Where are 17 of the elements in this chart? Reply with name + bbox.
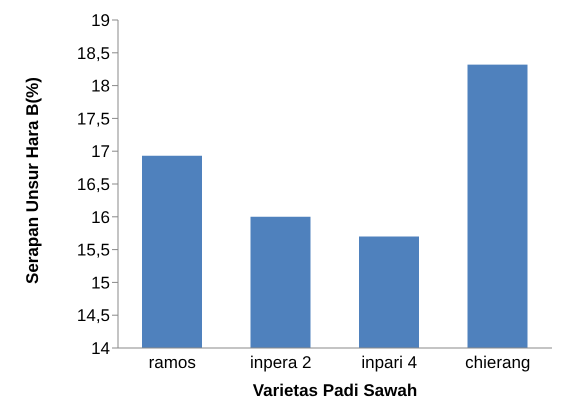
y-tick-label: 17 — [91, 142, 110, 162]
y-tick-label: 16 — [91, 208, 110, 227]
y-tick-label: 18,5 — [76, 44, 110, 63]
y-tick-label: 18 — [91, 76, 110, 96]
y-tick-label: 19 — [91, 11, 110, 30]
y-tick-label: 14,5 — [76, 306, 110, 326]
x-tick-label: inpera 2 — [250, 353, 312, 372]
y-axis-title: Serapan Unsur Hara B(%) — [23, 77, 42, 284]
y-tick-label: 17,5 — [76, 109, 110, 128]
x-tick-label: ramos — [148, 353, 196, 372]
x-axis-title: Varietas Padi Sawah — [252, 381, 418, 400]
y-tick-label: 16,5 — [76, 175, 110, 194]
y-tick-label: 14 — [91, 339, 110, 358]
y-tick-label: 15 — [91, 273, 110, 292]
x-tick-label: chierang — [465, 353, 530, 372]
x-tick-label: inpari 4 — [361, 353, 418, 372]
y-tick-label: 15,5 — [76, 240, 110, 260]
